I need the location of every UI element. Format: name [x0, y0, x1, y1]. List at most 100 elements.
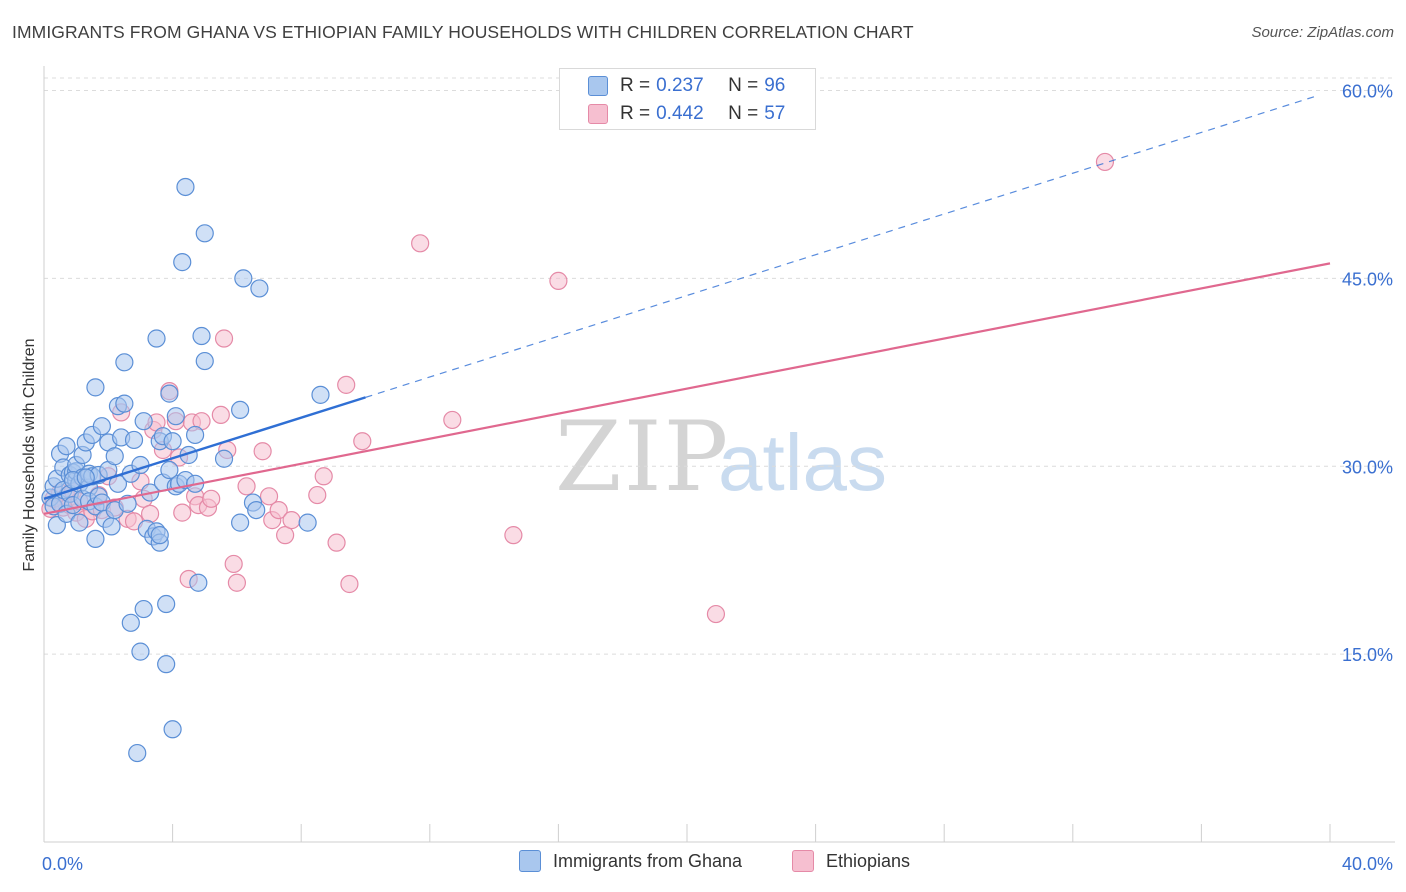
legend-n-label: N = — [728, 103, 759, 124]
ethiopians-point — [237, 477, 256, 496]
x-tick-label: 0.0% — [42, 854, 83, 874]
ghana-point — [163, 720, 182, 739]
ghana-point — [70, 513, 89, 532]
ghana-point — [86, 529, 105, 549]
ghana-point — [195, 351, 214, 371]
ghana-point — [57, 437, 76, 456]
ghana-point — [102, 517, 121, 536]
ghana-point — [166, 407, 185, 426]
legend-r-value: 0.442 — [656, 103, 704, 124]
ghana-point — [176, 177, 195, 197]
ethiopians-swatch — [588, 104, 608, 124]
ghana-point — [189, 573, 208, 592]
ghana-point — [160, 384, 179, 403]
ghana-point — [160, 460, 179, 480]
watermark-atlas: atlas — [718, 418, 887, 507]
grid — [44, 77, 1395, 655]
ethiopians-trendline — [43, 262, 1331, 515]
watermark: ZIP atlas — [555, 401, 887, 513]
legend-row-ethiopians: R = 0.442 N = 57 — [560, 102, 785, 126]
legend-r-label: R = — [620, 75, 651, 96]
legend-n-label: N = — [728, 75, 759, 96]
ghana-point — [150, 526, 169, 545]
ethiopians-legend-swatch — [792, 850, 814, 872]
ghana-point — [192, 326, 211, 346]
ghana-point — [231, 400, 250, 420]
trend-lines — [43, 96, 1331, 515]
ghana-point — [234, 269, 253, 288]
ghana-point — [105, 447, 124, 466]
ethiopians-point — [337, 375, 356, 394]
ethiopians-point — [443, 410, 462, 430]
y-tick-label: 15.0% — [1342, 645, 1393, 665]
ethiopians-point — [549, 271, 568, 290]
y-tick-label: 45.0% — [1342, 269, 1393, 289]
legend-label-ethiopians: Ethiopians — [826, 850, 911, 871]
ghana-trendline — [43, 396, 366, 500]
ethiopians-point — [411, 234, 430, 253]
ethiopians-point — [282, 511, 301, 530]
ghana-point — [86, 378, 105, 397]
ethiopians-point — [211, 405, 230, 425]
ghana-point — [247, 500, 266, 520]
ethiopians-point — [308, 485, 327, 505]
ghana-point — [118, 494, 137, 513]
ghana-points — [41, 177, 330, 763]
ghana-point — [131, 642, 150, 661]
ethiopians-point — [314, 467, 333, 486]
ghana-point — [231, 513, 250, 532]
legend-item-ethiopians[interactable]: Ethiopians — [792, 850, 910, 872]
ghana-point — [186, 425, 205, 445]
ghana-point — [115, 394, 134, 413]
ghana-point — [195, 224, 214, 243]
tick-labels: 15.0% 30.0% 45.0% 60.0% 0.0% 40.0% — [42, 82, 1393, 874]
ghana-point — [250, 279, 269, 298]
correlation-legend: R = 0.237 N = 96 R = 0.442 N = 57 — [559, 68, 816, 130]
ethiopians-point — [706, 604, 726, 624]
ghana-point — [163, 432, 182, 451]
legend-row-ghana: R = 0.237 N = 96 — [560, 74, 785, 98]
ethiopians-point — [224, 554, 243, 574]
legend-label-ghana: Immigrants from Ghana — [553, 850, 743, 871]
ethiopians-point — [227, 573, 246, 592]
y-tick-label: 60.0% — [1342, 82, 1393, 102]
ethiopians-point — [340, 574, 359, 594]
ghana-point — [147, 329, 166, 348]
ghana-point — [173, 253, 192, 272]
series-legend: Immigrants from Ghana Ethiopians — [0, 850, 1406, 878]
ghana-point — [214, 449, 234, 468]
ghana-point — [298, 513, 317, 532]
ethiopians-point — [140, 504, 160, 523]
ethiopians-point — [253, 442, 272, 461]
ghana-point — [134, 599, 153, 619]
ethiopians-point — [353, 432, 372, 451]
ethiopians-points — [41, 152, 1115, 624]
ghana-point — [115, 353, 134, 372]
ghana-trendline-extension — [365, 96, 1315, 398]
ghana-point — [92, 417, 111, 436]
x-tick-label: 40.0% — [1342, 854, 1393, 874]
axes — [43, 66, 1395, 843]
ethiopians-point — [327, 533, 346, 552]
ghana-point — [124, 430, 144, 450]
ghana-point — [134, 412, 153, 431]
chart-title: IMMIGRANTS FROM GHANA VS ETHIOPIAN FAMIL… — [12, 22, 914, 42]
legend-n-value: 57 — [764, 103, 786, 124]
ethiopians-point — [202, 489, 221, 508]
ghana-swatch — [588, 76, 608, 96]
legend-n-value: 96 — [764, 75, 786, 96]
ethiopians-point — [259, 487, 279, 506]
source-credit: Source: ZipAtlas.com — [1251, 24, 1394, 41]
ethiopians-point — [504, 526, 523, 545]
y-tick-label: 30.0% — [1342, 457, 1393, 477]
ethiopians-point — [173, 503, 192, 522]
ghana-point — [311, 385, 330, 404]
ethiopians-point — [214, 329, 234, 348]
ghana-point — [157, 655, 176, 674]
ghana-point — [157, 594, 176, 614]
ghana-point — [128, 743, 147, 763]
legend-r-label: R = — [620, 103, 651, 124]
ethiopians-point — [269, 500, 288, 520]
legend-item-ghana[interactable]: Immigrants from Ghana — [519, 850, 742, 872]
